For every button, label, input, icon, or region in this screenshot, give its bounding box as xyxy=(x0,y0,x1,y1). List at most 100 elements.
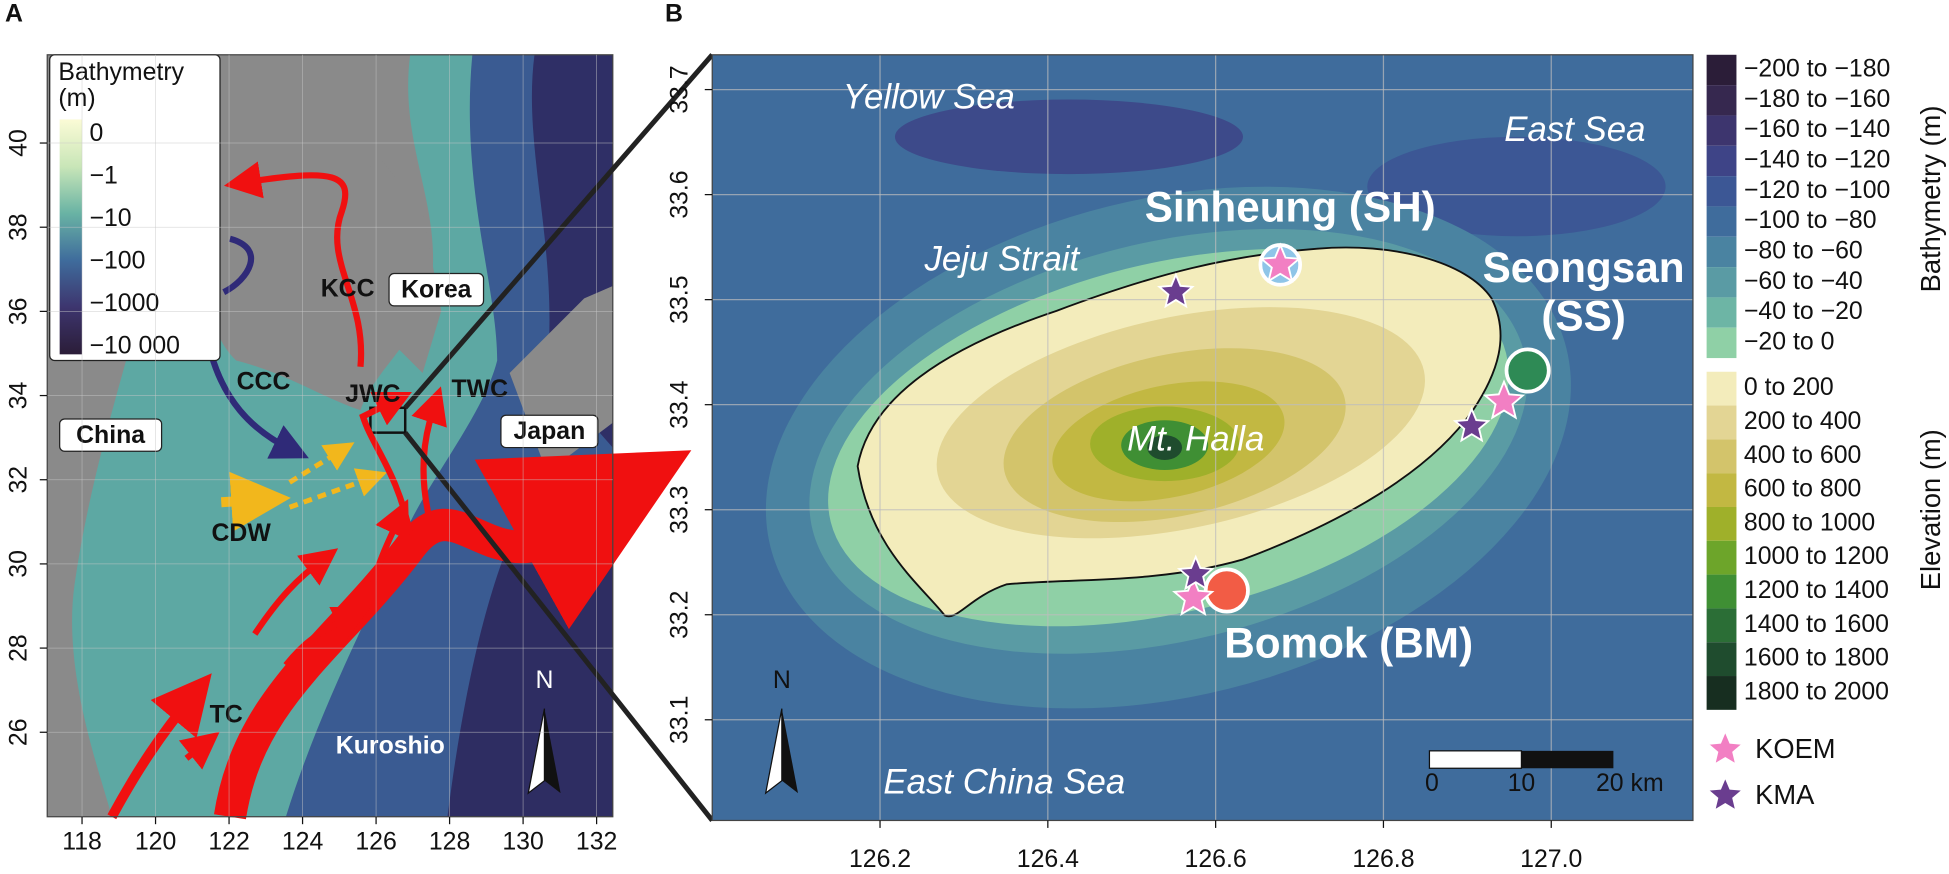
label-box xyxy=(388,272,485,307)
legend-label: −100 xyxy=(89,247,145,274)
legend-swatch xyxy=(1706,327,1737,359)
place-label: East China Sea xyxy=(883,763,1125,802)
x-tick-label: 118 xyxy=(62,828,102,855)
y-tick-label: 33.1 xyxy=(667,696,694,744)
legend-swatch xyxy=(1706,176,1737,207)
legend-swatch xyxy=(1706,236,1737,268)
legend-swatch xyxy=(1706,297,1737,328)
current-arrow xyxy=(369,499,410,586)
x-tick-label: 126.4 xyxy=(1017,846,1079,873)
y-tick-label: 33.3 xyxy=(667,486,694,534)
legend-swatch xyxy=(1706,145,1737,177)
legend-label: 1600 to 1800 xyxy=(1744,645,1889,672)
scale-label: 20 km xyxy=(1596,770,1664,797)
zoom-line xyxy=(403,53,715,410)
deep-area xyxy=(894,99,1243,175)
star-marker xyxy=(1705,774,1746,813)
map-label: JWC xyxy=(345,381,400,408)
scale-bar xyxy=(1521,750,1614,769)
place-label: Yellow Sea xyxy=(843,78,1015,117)
legend-title: Elevation (m) xyxy=(1915,429,1946,590)
star-marker xyxy=(1259,242,1302,283)
star-marker xyxy=(1172,575,1215,616)
legend-swatch xyxy=(1706,642,1737,677)
legend-label: −40 to −20 xyxy=(1744,298,1863,325)
x-tick-label: 126 xyxy=(355,828,396,855)
legend-label: 1000 to 1200 xyxy=(1744,543,1889,570)
map-label: KCC xyxy=(321,275,375,302)
north-label: N xyxy=(773,667,791,694)
legend-swatch xyxy=(1706,473,1737,507)
legend-title: (m) xyxy=(58,85,95,112)
map-label: Japan xyxy=(513,418,585,445)
legend-label: 400 to 600 xyxy=(1744,442,1861,469)
legend-title: Bathymetry xyxy=(58,59,184,86)
label-box xyxy=(59,418,163,452)
legend-swatch xyxy=(1706,115,1737,146)
x-tick-label: 127.0 xyxy=(1520,846,1582,873)
current-arrow xyxy=(208,353,309,459)
site-label: (SS) xyxy=(1541,293,1626,340)
legend-swatch xyxy=(1706,574,1737,609)
y-tick-label: 33.6 xyxy=(667,170,694,218)
scale-label: 10 xyxy=(1508,770,1536,797)
deep-area xyxy=(1367,136,1666,237)
current-arrow xyxy=(411,386,447,517)
site-label: Seongsan xyxy=(1483,244,1685,291)
current-arrow xyxy=(252,548,339,636)
legend-swatch xyxy=(1706,267,1737,298)
legend-gradient xyxy=(59,119,83,355)
legend-label: 800 to 1000 xyxy=(1744,509,1875,536)
y-tick-label: 28 xyxy=(5,634,32,662)
zoom-line xyxy=(403,431,715,823)
y-tick-label: 30 xyxy=(5,550,32,578)
map-label: China xyxy=(76,422,145,449)
y-tick-label: 38 xyxy=(5,213,32,241)
place-label: Mt. Halla xyxy=(1127,420,1264,459)
current-arrow xyxy=(288,442,355,485)
legend-label: −120 to −100 xyxy=(1744,177,1890,204)
current-arrow xyxy=(220,471,291,532)
legend-label: −140 to −120 xyxy=(1744,146,1890,173)
elevation xyxy=(1147,435,1183,460)
legend-label: −10 xyxy=(89,205,131,232)
map-label: TWC xyxy=(452,376,509,403)
korea-land xyxy=(368,149,442,373)
map-label: CDW xyxy=(211,520,271,547)
y-tick-label: 33.7 xyxy=(667,65,694,113)
current-arrow xyxy=(178,731,220,770)
legend-label: 600 to 800 xyxy=(1744,476,1861,503)
panel-a: Bathymetry (m) KCC Korea CCC JWC TWC Chi… xyxy=(46,54,692,820)
x-tick-label: 122 xyxy=(208,828,249,855)
grid xyxy=(712,54,1693,821)
legend-swatch xyxy=(1706,405,1737,440)
legend-swatch xyxy=(1706,608,1737,643)
x-tick-label: 120 xyxy=(135,828,176,855)
legend-label: 1400 to 1600 xyxy=(1744,611,1889,638)
star-marker xyxy=(1452,406,1491,443)
legend-label: 1200 to 1400 xyxy=(1744,577,1889,604)
legend-label: KMA xyxy=(1755,779,1815,810)
kuroshio-arrow xyxy=(213,450,692,820)
y-tick-label: 33.4 xyxy=(667,380,694,429)
map-label: TC xyxy=(210,702,243,729)
current-arrow xyxy=(222,235,254,295)
current-arrow xyxy=(283,607,371,668)
legend-label: KOEM xyxy=(1755,733,1835,764)
current-arrow xyxy=(223,161,365,368)
panel-label: B xyxy=(665,1,683,28)
map-label: Kuroshio xyxy=(336,733,445,760)
legend-label: −200 to −180 xyxy=(1744,56,1890,83)
site-marker xyxy=(1504,347,1551,394)
map-label: CCC xyxy=(237,368,291,395)
site-label: Bomok (BM) xyxy=(1224,620,1473,667)
legend-label: 0 to 200 xyxy=(1744,374,1834,401)
y-tick-label: 36 xyxy=(5,298,32,326)
y-tick-label: 32 xyxy=(5,466,32,494)
panel-frame xyxy=(46,54,614,818)
star-marker xyxy=(1705,728,1746,767)
panel-b: Yellow Sea East Sea Jeju Strait Mt. Hall… xyxy=(711,54,1694,822)
legend-swatch xyxy=(1706,506,1737,541)
site-marker xyxy=(1203,567,1250,614)
